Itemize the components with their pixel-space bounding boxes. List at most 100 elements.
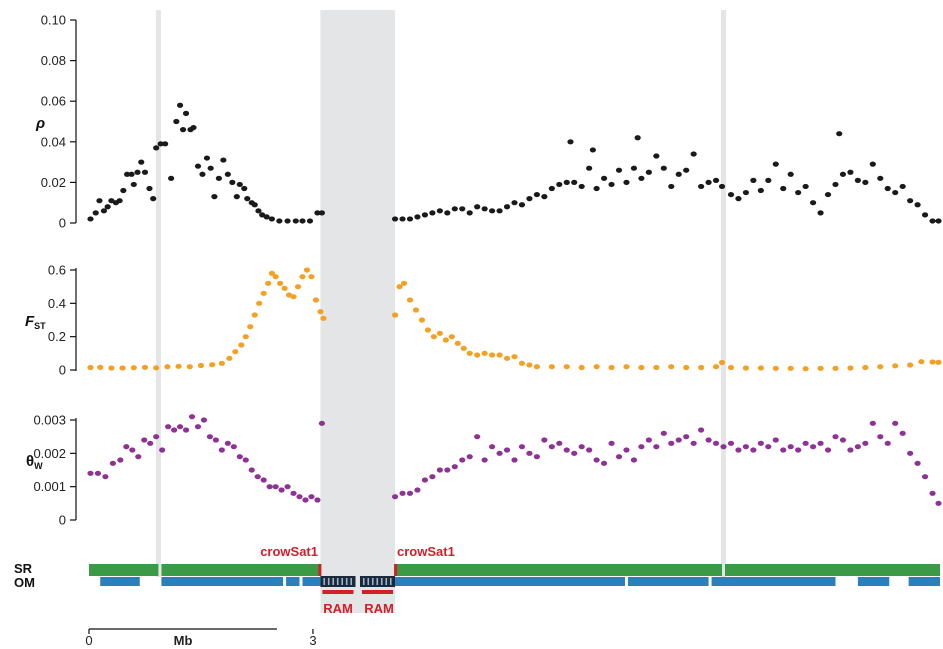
fst-point (299, 274, 306, 280)
fst-tick-label: 0.2 (48, 329, 66, 344)
scale-bar-tick-label: 0 (85, 633, 92, 648)
theta-point (832, 434, 839, 440)
theta-point (218, 447, 225, 453)
fst-point (466, 350, 473, 356)
rho-point (727, 191, 735, 198)
om-segment (857, 577, 890, 586)
crowsat-right-label: crowSat1 (397, 544, 455, 559)
theta-point (929, 490, 936, 496)
om-segment (100, 577, 140, 586)
sr-track-label: SR (14, 561, 33, 576)
rho-tick-label: 0.06 (41, 94, 66, 109)
fst-point (742, 365, 750, 371)
rho-point (179, 127, 187, 133)
fst-point (256, 300, 263, 306)
theta-point (188, 414, 196, 420)
theta-point (765, 444, 772, 450)
fst-point (97, 364, 104, 370)
rho-point (451, 206, 458, 212)
theta-point (272, 484, 279, 490)
theta-point (284, 484, 291, 490)
ram-repeat-mark (385, 578, 388, 585)
rho-point (578, 183, 585, 190)
theta-point (720, 444, 727, 450)
theta-point (314, 497, 321, 503)
theta-point (290, 490, 297, 496)
rho-point (292, 218, 299, 224)
fst-point (268, 270, 275, 276)
theta-point (683, 434, 690, 440)
ram-left-label: RAM (323, 601, 353, 616)
theta-point (608, 440, 615, 446)
fst-point (772, 365, 779, 371)
theta-point (578, 444, 585, 450)
rho-point (141, 169, 149, 175)
rho-point (653, 153, 660, 159)
rho-point (236, 181, 243, 188)
theta-point (772, 437, 779, 443)
fst-point (209, 362, 216, 368)
fst-point (578, 364, 585, 371)
theta-point (171, 427, 178, 433)
rho-point (668, 183, 675, 190)
scale-bar-unit: Mb (174, 633, 193, 648)
theta-point (623, 447, 630, 453)
fst-point (489, 352, 496, 358)
rho-point (284, 218, 291, 224)
rho-point (128, 171, 135, 177)
ram-underline-1 (361, 590, 394, 594)
fst-point (474, 352, 481, 358)
rho-point (563, 179, 570, 185)
rho-point (429, 210, 436, 216)
fst-point (424, 327, 432, 333)
fst-ylabel-main: F (25, 313, 35, 330)
rho-point (199, 171, 206, 177)
theta-point (212, 437, 220, 443)
fst-point (817, 365, 824, 371)
rho-point (907, 198, 914, 204)
rho-point (194, 163, 202, 169)
theta-point (391, 494, 399, 500)
fst-point (290, 294, 297, 300)
theta-point (630, 457, 638, 463)
shaded-region (320, 10, 396, 613)
sr-segment (725, 564, 940, 576)
rho-point (660, 165, 667, 171)
theta-point (526, 450, 533, 456)
fst-point (391, 312, 399, 318)
fst-point (460, 345, 467, 351)
rho-point (207, 165, 214, 171)
theta-point (421, 477, 429, 483)
theta-point (230, 444, 237, 450)
fst-point (518, 360, 526, 366)
fst-point (683, 364, 690, 371)
fst-point (281, 285, 288, 291)
theta-tick-label: 0.002 (33, 446, 66, 461)
theta-point (518, 444, 526, 450)
theta-point (459, 457, 466, 463)
theta-point (847, 447, 854, 453)
fst-ylabel: FST (25, 313, 46, 331)
rho-point (391, 216, 399, 222)
ram-right-label: RAM (364, 601, 394, 616)
rho-point (892, 189, 899, 196)
theta-point (302, 497, 309, 503)
rho-point (474, 204, 481, 210)
rho-point (623, 179, 630, 185)
rho-point (630, 165, 638, 171)
rho-point (314, 210, 321, 216)
theta-point (705, 437, 712, 443)
theta-point (451, 464, 458, 470)
theta-point (809, 444, 817, 450)
theta-point (586, 447, 593, 453)
rho-point (836, 131, 843, 137)
rho-point (146, 185, 153, 192)
sr-segment (89, 564, 159, 576)
theta-point (869, 420, 876, 426)
fst-point (563, 364, 570, 370)
theta-point (600, 460, 608, 466)
fst-point (400, 280, 408, 286)
theta-point (266, 484, 273, 490)
rho-point (511, 200, 518, 206)
fst-point (727, 364, 735, 371)
